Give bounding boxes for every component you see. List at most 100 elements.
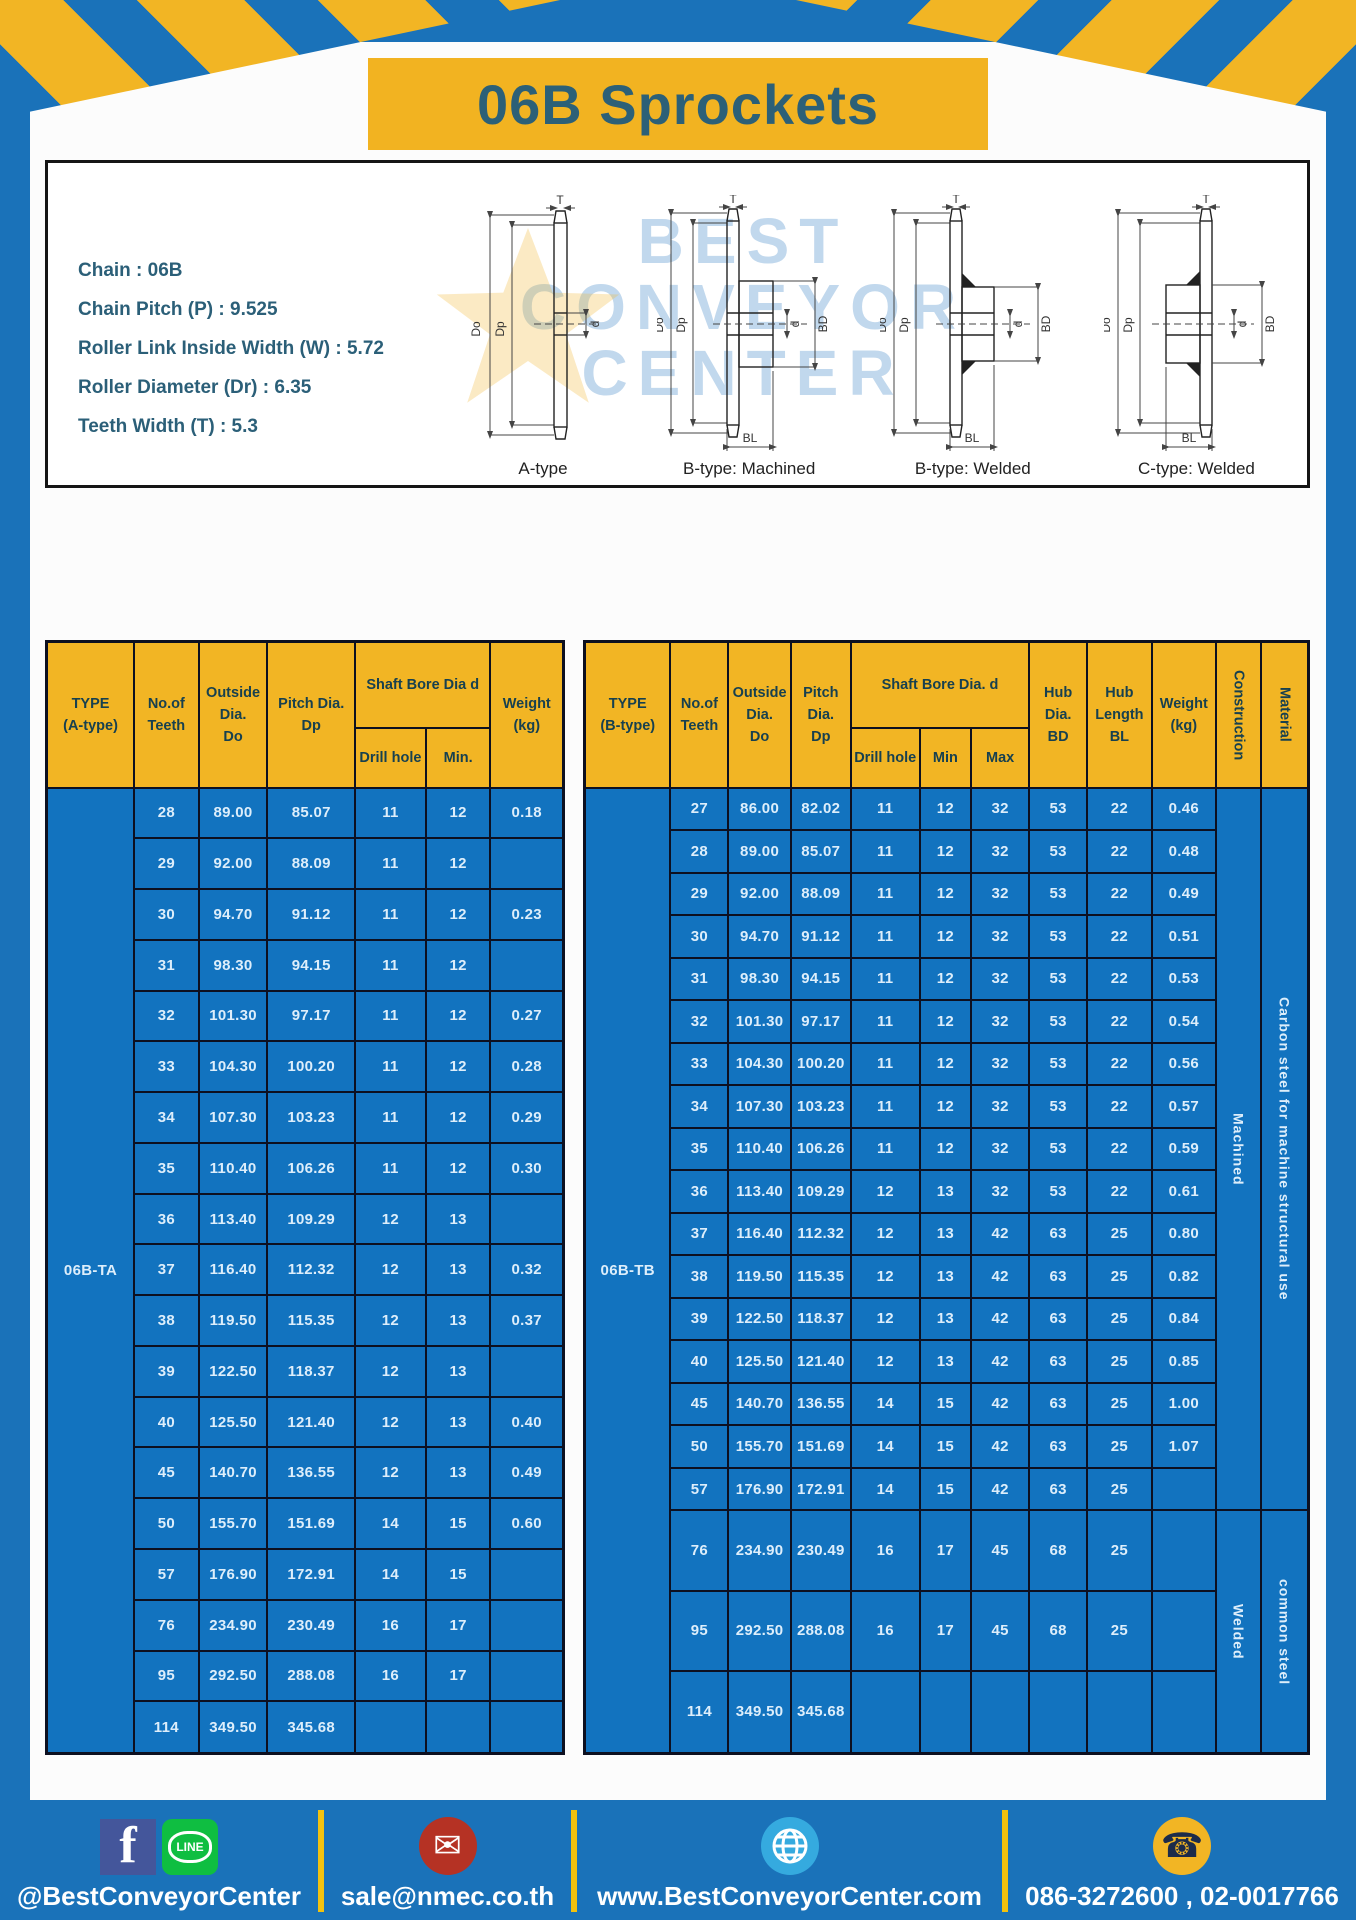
data-cell: 109.29 [266, 1192, 356, 1246]
data-cell: 345.68 [789, 1669, 852, 1755]
data-cell: 37 [133, 1243, 200, 1297]
data-cell: 57 [669, 1466, 730, 1512]
data-cell [489, 1344, 565, 1398]
svg-text:d: d [1011, 321, 1025, 328]
data-cell: 0.80 [1150, 1211, 1218, 1257]
email-address[interactable]: sale@nmec.co.th [340, 1881, 555, 1911]
svg-text:T: T [556, 195, 564, 207]
data-cell: 17 [918, 1509, 973, 1592]
phone-icon[interactable]: ☎ [1153, 1817, 1211, 1875]
diagram-b-type-machined: Do Dp T d BD [657, 167, 842, 479]
data-cell: 119.50 [727, 1254, 792, 1299]
data-cell: 91.12 [789, 914, 852, 959]
data-cell: 25 [1086, 1509, 1153, 1592]
data-cell: 25 [1086, 1424, 1153, 1469]
table-row: 39 122.50 118.37 12 13 [47, 1344, 565, 1398]
phone-numbers[interactable]: 086-3272600 , 02-0017766 [1025, 1881, 1339, 1911]
construction-cell: Machined [1215, 786, 1263, 1512]
line-icon[interactable]: LINE [162, 1819, 218, 1875]
svg-text:d: d [588, 321, 602, 328]
data-cell: 36 [133, 1192, 200, 1246]
data-cell: 40 [669, 1339, 730, 1384]
data-cell: 349.50 [197, 1700, 269, 1755]
data-cell: 32 [133, 989, 200, 1043]
data-cell: 25 [1086, 1339, 1153, 1384]
data-cell: 22 [1086, 829, 1153, 874]
data-cell: 25 [1086, 1211, 1153, 1257]
data-cell: 118.37 [266, 1344, 356, 1398]
social-handle[interactable]: @BestConveyorCenter [17, 1881, 301, 1911]
data-cell: 15 [424, 1547, 492, 1601]
data-cell [1028, 1669, 1089, 1755]
globe-icon[interactable] [760, 1817, 819, 1875]
data-cell: 113.40 [727, 1169, 792, 1214]
svg-text:Dp: Dp [1121, 317, 1135, 333]
svg-text:Do: Do [1104, 317, 1113, 333]
data-cell: 100.20 [789, 1041, 852, 1087]
data-cell: 30 [133, 888, 200, 941]
col-teeth: No.of Teeth [669, 640, 730, 789]
data-cell: 104.30 [727, 1041, 792, 1087]
data-cell: 136.55 [266, 1446, 356, 1500]
data-cell: 14 [353, 1547, 427, 1601]
data-cell: 22 [1086, 786, 1153, 832]
footer-email: ✉ sale@nmec.co.th [324, 1800, 571, 1920]
table-row: 76 234.90 230.49 16 17 45 68 25 Welded common ste… [585, 1509, 1310, 1755]
website-url[interactable]: www.BestConveyorCenter.com [597, 1881, 982, 1911]
table-row: 31 98.30 94.15 11 12 [47, 938, 565, 992]
data-cell: 11 [353, 938, 427, 992]
data-cell [1150, 1589, 1218, 1672]
data-cell: 53 [1028, 871, 1089, 917]
table-row: 28 89.00 85.07 11 12 32 53 22 0.48 [585, 829, 1309, 874]
data-cell: 13 [918, 1254, 973, 1299]
col-teeth: No.of Teeth [133, 640, 200, 789]
data-cell: 25 [1086, 1296, 1153, 1342]
data-cell: 12 [918, 1126, 973, 1172]
data-cell: 42 [970, 1424, 1031, 1469]
data-cell: 151.69 [266, 1497, 356, 1550]
data-cell [970, 1669, 1031, 1755]
diagram-caption: C-type: Welded [1138, 459, 1255, 478]
data-cell: 25 [1086, 1381, 1153, 1427]
data-cell: 12 [849, 1211, 921, 1257]
email-icon[interactable]: ✉ [418, 1817, 477, 1875]
svg-text:BL: BL [742, 431, 757, 445]
data-cell: 115.35 [266, 1294, 356, 1347]
data-cell: 113.40 [197, 1192, 269, 1246]
data-cell: 0.49 [489, 1446, 565, 1500]
data-cell: 12 [353, 1395, 427, 1449]
table-row: 38 119.50 115.35 12 13 0.37 [47, 1294, 565, 1347]
table-row: 45 140.70 136.55 12 13 0.49 [47, 1446, 565, 1500]
table-row: 95 292.50 288.08 16 17 45 68 25 [585, 1589, 1309, 1672]
data-cell [489, 1598, 565, 1652]
svg-text:Dp: Dp [897, 317, 911, 333]
svg-text:T: T [1202, 195, 1210, 206]
data-cell [353, 1700, 427, 1755]
data-cell: 38 [669, 1254, 730, 1299]
data-cell: 155.70 [727, 1424, 792, 1469]
data-cell: 106.26 [789, 1126, 852, 1172]
data-cell: 1.00 [1150, 1381, 1218, 1427]
data-cell: 86.00 [727, 786, 792, 832]
facebook-icon[interactable]: f [100, 1819, 156, 1875]
data-cell: 53 [1028, 914, 1089, 959]
data-cell: 349.50 [727, 1669, 792, 1755]
data-cell: 230.49 [266, 1598, 356, 1652]
data-cell: 104.30 [197, 1040, 269, 1094]
data-cell: 25 [1086, 1589, 1153, 1672]
table-row: 37 116.40 112.32 12 13 42 63 25 0.80 [585, 1211, 1309, 1257]
data-cell: 53 [1028, 956, 1089, 1002]
table-row: 30 94.70 91.12 11 12 32 53 22 0.51 [585, 914, 1309, 959]
svg-text:Do: Do [469, 321, 483, 337]
data-cell: 17 [424, 1598, 492, 1652]
data-cell: 16 [353, 1649, 427, 1703]
data-cell: 32 [970, 1169, 1031, 1214]
data-cell: 12 [424, 786, 492, 840]
data-cell: 34 [133, 1091, 200, 1144]
col-min: Min [918, 726, 973, 789]
data-cell: 37 [669, 1211, 730, 1257]
data-cell: 29 [669, 871, 730, 917]
data-cell: 39 [133, 1344, 200, 1398]
data-cell: 101.30 [197, 989, 269, 1043]
data-cell: 14 [353, 1497, 427, 1550]
